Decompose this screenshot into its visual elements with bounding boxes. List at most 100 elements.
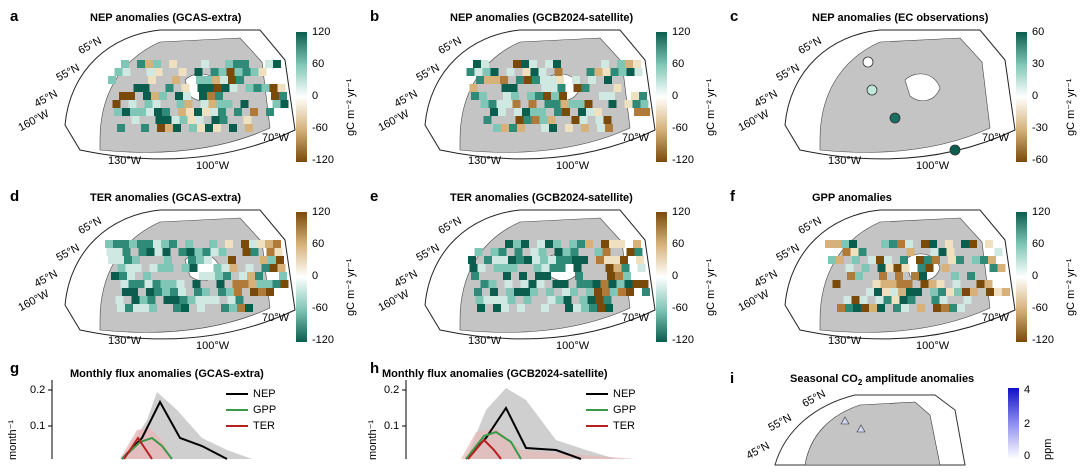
colorbar-tick: -60 [312,302,328,314]
colorbar-tick: 0 [312,270,319,282]
colorbar-unit: ppm [1042,438,1054,460]
colorbar-tick: 30 [1032,58,1045,70]
ec-site [862,56,874,68]
colorbar-unit: gC m⁻² yr⁻¹ [705,258,717,316]
legend-gpp: GPP [226,404,276,416]
lon-label: 100°W [556,340,590,352]
panel-label: g [10,360,20,377]
y-tick: 0.2 [30,384,46,396]
colorbar-tick: 120 [672,206,691,218]
colorbar-tick: -60 [1032,154,1048,166]
ter-line [123,436,153,460]
lon-label: 100°W [916,340,950,352]
legend-ter: TER [586,420,635,432]
colorbar [656,212,667,342]
colorbar-tick: -60 [672,302,688,314]
lon-label: 130°W [828,335,862,347]
colorbar [1008,388,1019,459]
colorbar-tick: -120 [312,154,335,166]
colorbar [296,212,307,342]
panel-title: Seasonal CO2 amplitude anomalies [790,373,975,388]
y-tick: 0.1 [384,420,400,432]
colorbar-tick: 2 [1024,418,1031,430]
colorbar-tick: 4 [1024,384,1031,396]
lon-label: 130°W [108,335,142,347]
panel-label: i [730,370,735,387]
site-marker [840,416,850,425]
co2-map [774,394,966,466]
map [64,209,296,340]
lon-label: 70°W [262,132,290,144]
colorbar-tick: 120 [312,26,331,38]
colorbar-tick: 120 [1032,206,1051,218]
colorbar-tick: -120 [312,334,335,346]
site-marker [856,424,866,433]
nep-line [121,399,228,460]
colorbar-unit: gC m⁻² yr⁻¹ [345,258,357,316]
panel-title: TER anomalies (GCB2024-satellite) [450,192,633,204]
ter-uncertainty [461,428,636,459]
map [784,29,1016,160]
colorbar-tick: -60 [1032,302,1048,314]
colorbar-tick: -120 [1032,334,1055,346]
panel-label: c [730,8,739,25]
colorbar [1016,32,1027,162]
map [424,209,656,340]
colorbar-tick: -60 [672,122,688,134]
y-axis-label: month⁻¹ [7,419,19,460]
colorbar [656,32,667,162]
map [64,29,296,160]
ec-site [949,144,961,156]
hudson-bay [904,73,941,101]
panel-label: b [370,8,380,25]
panel-label: d [10,188,20,205]
colorbar-tick: 0 [1032,270,1039,282]
panel-f: f GPP anomalies 65°N 55°N 45°N 160°W 130… [720,180,1080,360]
panel-title: NEP anomalies (EC observations) [812,12,989,24]
colorbar-unit: gC m⁻² yr⁻¹ [1065,258,1077,316]
colorbar-tick: 120 [312,206,331,218]
ter-line [467,438,502,460]
colorbar-unit: gC m⁻² yr⁻¹ [345,78,357,136]
panel-h: h Monthly flux anomalies (GCB2024-satell… [360,360,690,460]
lon-label: 130°W [108,155,142,167]
colorbar-tick: 60 [1032,26,1045,38]
map [784,209,1016,340]
legend-gpp: GPP [586,404,636,416]
lon-label: 70°W [982,132,1010,144]
colorbar-tick: 60 [312,238,325,250]
panel-e: e TER anomalies (GCB2024-satellite) 65°N… [360,180,720,360]
lon-label: 70°W [622,312,650,324]
gpp-uncertainty [120,428,172,459]
colorbar-tick: -120 [672,154,695,166]
panel-label: f [730,188,735,205]
panel-title: GPP anomalies [812,192,892,204]
legend-nep: NEP [226,388,276,400]
panel-title: NEP anomalies (GCAS-extra) [90,12,242,24]
lon-label: 130°W [828,155,862,167]
colorbar-tick: 0 [672,270,679,282]
legend-nep: NEP [586,388,636,400]
lon-label: 70°W [622,132,650,144]
panel-title: NEP anomalies (GCB2024-satellite) [450,12,634,24]
colorbar [1016,212,1027,342]
panel-label: a [10,8,19,25]
colorbar-tick: -30 [1032,122,1048,134]
panel-label: e [370,188,379,205]
colorbar-tick: 0 [672,90,679,102]
lon-label: 70°W [982,312,1010,324]
panel-title: TER anomalies (GCAS-extra) [90,192,241,204]
lon-label: 100°W [556,160,590,172]
colorbar-tick: 0 [1032,90,1039,102]
panel-c: c NEP anomalies (EC observations) 65°N 5… [720,0,1080,180]
legend-ter: TER [226,420,275,432]
colorbar-tick: -60 [312,122,328,134]
panel-title: Monthly flux anomalies (GCAS-extra) [70,368,264,380]
colorbar-tick: 60 [1032,238,1045,250]
colorbar-tick: 0 [1024,450,1031,462]
colorbar-tick: -120 [672,334,695,346]
y-axis-label: month⁻¹ [367,419,379,460]
panel-b: b NEP anomalies (GCB2024-satellite) 65°N… [360,0,720,180]
panel-d: d TER anomalies (GCAS-extra) 65°N 55°N 4… [0,180,360,360]
colorbar-tick: 120 [672,26,691,38]
